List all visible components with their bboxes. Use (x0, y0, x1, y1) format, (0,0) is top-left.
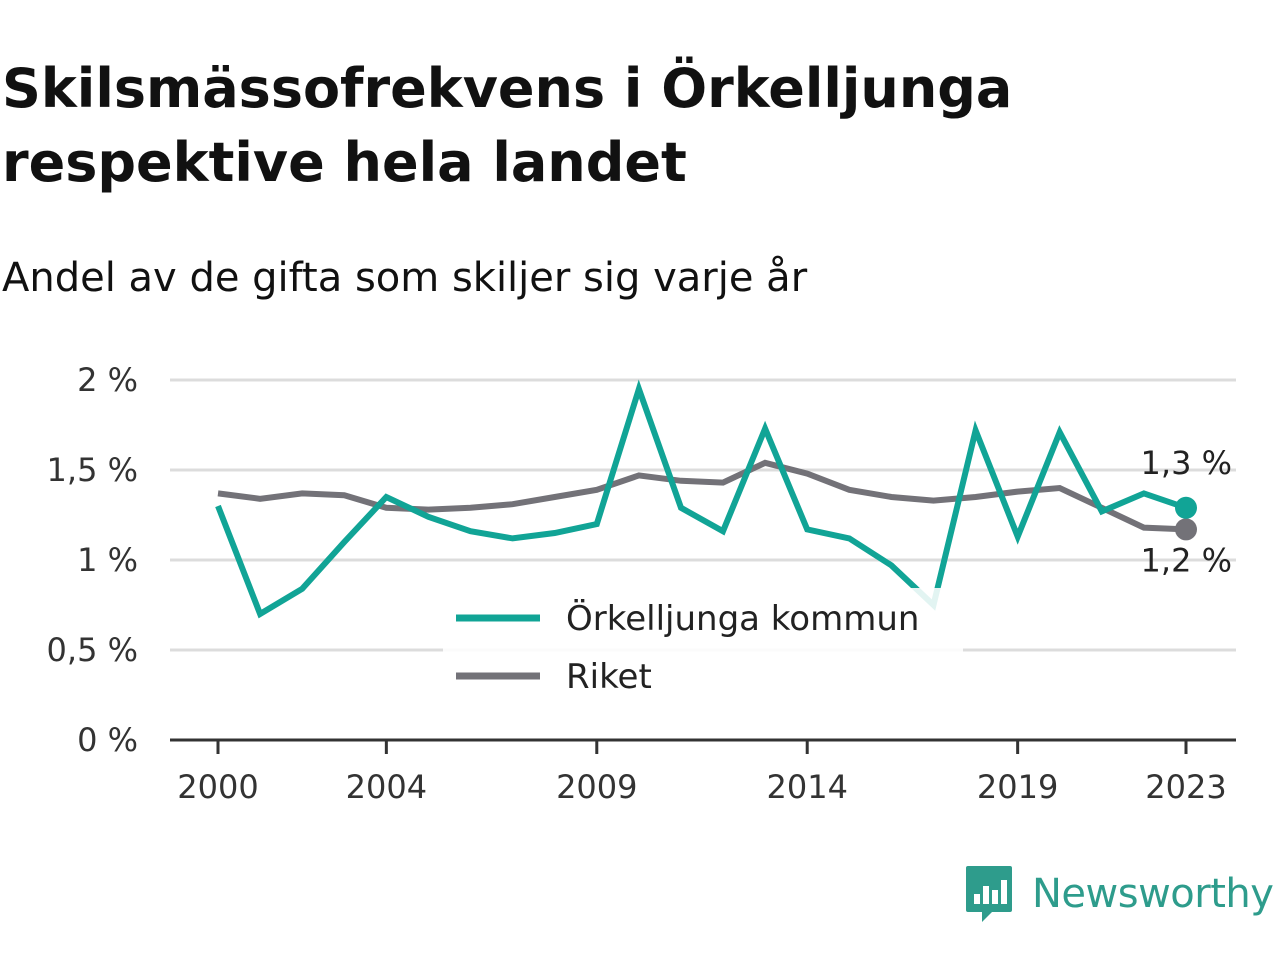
legend-label-0: Örkelljunga kommun (566, 598, 919, 639)
brand-logo: Newsworthy (964, 864, 1274, 924)
gridlines (170, 378, 1236, 652)
y-tick-label: 0,5 % (47, 631, 138, 669)
x-tick-label: 2014 (766, 768, 847, 806)
legend-label-1: Riket (566, 657, 652, 697)
y-tick-label: 1,5 % (47, 451, 138, 489)
series-line-0 (215, 379, 1187, 619)
axes: 0 % 0,5 % 1 % 1,5 % 2 % 2000 2004 2009 2014 2019 2… (47, 361, 1236, 806)
x-tick-label: 2009 (556, 768, 637, 806)
end-labels: 1,3 % 1,2 % (1141, 444, 1232, 580)
x-tick-label: 2000 (177, 768, 258, 806)
series-end-point-1 (1175, 518, 1197, 541)
y-tick-label: 1 % (77, 541, 138, 579)
x-tick-label: 2004 (346, 768, 427, 806)
x-tick-label: 2019 (977, 768, 1058, 806)
chart-subtitle: Andel av de gifta som skiljer sig varje … (2, 255, 808, 301)
end-value-label-1: 1,2 % (1141, 541, 1232, 579)
chart-title: Skilsmässofrekvens i Örkelljunga respekt… (2, 57, 1013, 194)
y-tick-label: 2 % (77, 361, 138, 399)
brand-name: Newsworthy (1032, 871, 1274, 917)
legend: Örkelljunga kommun Riket (443, 588, 963, 708)
bar-chart-speech-bubble-icon (966, 866, 1012, 922)
line-chart: 0 % 0,5 % 1 % 1,5 % 2 % 2000 2004 2009 2014 2019 2… (47, 361, 1236, 806)
x-tick-label: 2023 (1145, 768, 1226, 806)
legend-background (443, 588, 963, 708)
end-value-label-0: 1,3 % (1141, 444, 1232, 482)
series-end-point-0 (1175, 496, 1197, 519)
y-tick-label: 0 % (77, 721, 138, 759)
series-lines (215, 379, 1197, 619)
